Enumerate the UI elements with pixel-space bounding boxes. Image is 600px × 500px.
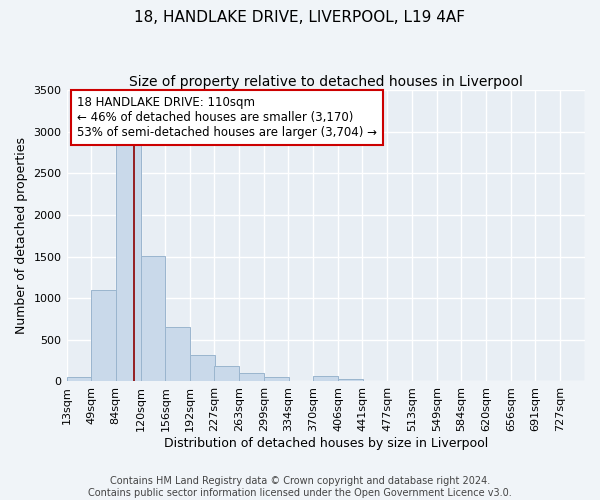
Bar <box>190 355 215 382</box>
Bar <box>214 366 239 382</box>
Bar <box>116 138 140 382</box>
Bar <box>166 328 190 382</box>
Bar <box>67 378 91 382</box>
X-axis label: Distribution of detached houses by size in Liverpool: Distribution of detached houses by size … <box>164 437 488 450</box>
Bar <box>264 377 289 382</box>
Bar <box>91 290 116 382</box>
Bar <box>239 373 264 382</box>
Y-axis label: Number of detached properties: Number of detached properties <box>15 138 28 334</box>
Title: Size of property relative to detached houses in Liverpool: Size of property relative to detached ho… <box>129 75 523 89</box>
Text: Contains HM Land Registry data © Crown copyright and database right 2024.
Contai: Contains HM Land Registry data © Crown c… <box>88 476 512 498</box>
Bar <box>140 256 166 382</box>
Text: 18 HANDLAKE DRIVE: 110sqm
← 46% of detached houses are smaller (3,170)
53% of se: 18 HANDLAKE DRIVE: 110sqm ← 46% of detac… <box>77 96 377 139</box>
Bar <box>338 380 363 382</box>
Bar <box>313 376 338 382</box>
Text: 18, HANDLAKE DRIVE, LIVERPOOL, L19 4AF: 18, HANDLAKE DRIVE, LIVERPOOL, L19 4AF <box>134 10 466 25</box>
